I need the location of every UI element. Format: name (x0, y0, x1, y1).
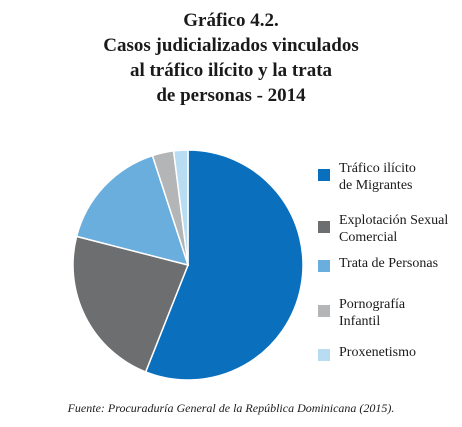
legend-text-trafico-1: Tráfico ilícito (339, 161, 416, 176)
legend-item-explotacion: Explotación Sexual Comercial (318, 212, 462, 246)
legend-item-trata: Trata de Personas (318, 255, 462, 272)
pie-slice-trata (75, 154, 190, 267)
legend-label-trata: Trata de Personas (339, 255, 462, 272)
legend-item-pornografia: Pornografía Infantil (318, 296, 462, 330)
title-line-1: Gráfico 4.2. (183, 10, 279, 31)
source-note: Fuente: Procuraduría General de la Repúb… (67, 401, 395, 415)
legend-text-trafico-2: de Migrantes (339, 178, 413, 193)
legend-swatch-trafico (318, 169, 330, 181)
pie-slices (72, 149, 304, 381)
legend-text-explotacion-1: Explotación Sexual (339, 213, 449, 228)
legend-item-proxenetismo: Proxenetismo (318, 344, 462, 361)
title-line-3: al tráfico ilícito y la trata (129, 60, 333, 81)
legend-label-proxenetismo: Proxenetismo (339, 344, 462, 361)
chart-title: Gráfico 4.2. Casos judicializados vincul… (0, 8, 462, 108)
legend-text-proxenetismo-1: Proxenetismo (339, 345, 416, 360)
legend-text-trata-1: Trata de Personas (339, 256, 439, 271)
legend-label-trafico: Tráfico ilícito de Migrantes (339, 160, 462, 194)
legend-swatch-explotacion (318, 221, 330, 233)
legend-label-pornografia: Pornografía Infantil (339, 296, 462, 330)
pie-chart (72, 149, 304, 381)
pie-slice-proxenetismo (172, 149, 189, 266)
legend-text-explotacion-2: Comercial (339, 230, 398, 245)
title-line-2: Casos judicializados vinculados (103, 35, 359, 56)
legend-swatch-trata (318, 260, 330, 272)
legend-item-trafico: Tráfico ilícito de Migrantes (318, 160, 462, 194)
pie-slice-trafico (144, 149, 304, 381)
legend-text-pornografia-2: Infantil (339, 314, 381, 329)
title-line-4: de personas - 2014 (156, 85, 306, 106)
legend-swatch-proxenetismo (318, 349, 330, 361)
pie-slice-explotacion (72, 235, 190, 373)
legend-swatch-pornografia (318, 305, 330, 317)
legend-label-explotacion: Explotación Sexual Comercial (339, 212, 462, 246)
legend-text-pornografia-1: Pornografía (339, 297, 406, 312)
